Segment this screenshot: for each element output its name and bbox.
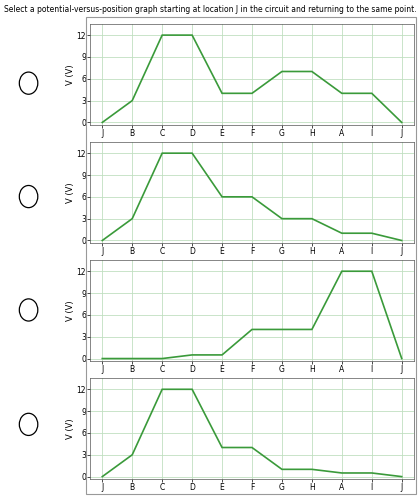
Y-axis label: V (V): V (V) (66, 64, 75, 85)
Y-axis label: V (V): V (V) (66, 182, 75, 203)
Y-axis label: V (V): V (V) (66, 418, 75, 439)
Y-axis label: V (V): V (V) (66, 300, 75, 321)
Text: Select a potential-versus-position graph starting at location J in the circuit a: Select a potential-versus-position graph… (4, 5, 416, 14)
